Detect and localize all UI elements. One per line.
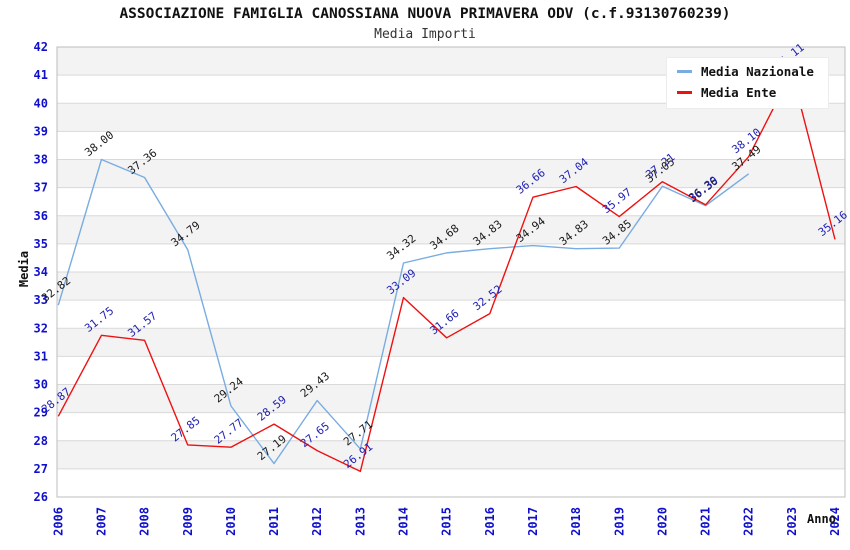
y-tick-label: 41 bbox=[34, 68, 48, 82]
plot-band bbox=[57, 328, 845, 357]
y-tick-label: 35 bbox=[34, 237, 48, 251]
plot-band bbox=[57, 440, 845, 469]
legend-item-media-nazionale: Media Nazionale bbox=[677, 64, 814, 79]
x-tick-label: 2010 bbox=[224, 507, 238, 536]
chart-title: ASSOCIAZIONE FAMIGLIA CANOSSIANA NUOVA P… bbox=[119, 6, 731, 22]
y-axis-title: Media bbox=[17, 250, 31, 288]
y-tick-label: 37 bbox=[34, 181, 48, 195]
y-tick-label: 42 bbox=[34, 40, 48, 54]
x-tick-label: 2024 bbox=[828, 507, 842, 536]
x-tick-label: 2016 bbox=[483, 507, 497, 536]
series-line-media-ente bbox=[57, 71, 836, 473]
x-tick-label: 2015 bbox=[440, 507, 454, 536]
plot-border bbox=[56, 46, 846, 498]
y-tick-label: 36 bbox=[34, 209, 48, 223]
series-line-media-nazionale bbox=[57, 158, 750, 465]
data-label-media-ente: 35.97 bbox=[600, 186, 634, 217]
x-tick-label: 2020 bbox=[655, 507, 669, 536]
y-tick-label: 30 bbox=[34, 378, 48, 392]
plot-band bbox=[57, 384, 845, 413]
y-tick-label: 27 bbox=[34, 462, 48, 476]
plot-band bbox=[57, 215, 845, 244]
plot-band bbox=[57, 272, 845, 301]
y-tick-label: 31 bbox=[34, 349, 48, 363]
x-tick-label: 2009 bbox=[181, 507, 195, 536]
x-tick-label: 2021 bbox=[699, 507, 713, 536]
legend-item-media-ente: Media Ente bbox=[677, 85, 814, 100]
x-tick-label: 2012 bbox=[310, 507, 324, 536]
x-tick-label: 2018 bbox=[569, 507, 583, 536]
x-tick-label: 2007 bbox=[94, 507, 108, 536]
x-tick-label: 2013 bbox=[353, 507, 367, 536]
y-tick-label: 38 bbox=[34, 153, 48, 167]
x-tick-label: 2023 bbox=[785, 507, 799, 536]
chart-subtitle: Media Importi bbox=[374, 27, 476, 42]
x-tick-label: 2008 bbox=[138, 507, 152, 536]
legend-swatch-media-ente bbox=[677, 91, 692, 94]
legend-swatch-media-nazionale bbox=[677, 70, 692, 73]
y-tick-label: 32 bbox=[34, 321, 48, 335]
x-tick-label: 2022 bbox=[742, 507, 756, 536]
y-tick-label: 39 bbox=[34, 124, 48, 138]
x-tick-label: 2011 bbox=[267, 507, 281, 536]
legend-label-media-ente: Media Ente bbox=[701, 85, 777, 100]
plot-band bbox=[57, 159, 845, 188]
y-tick-label: 29 bbox=[34, 406, 48, 420]
legend-label-media-nazionale: Media Nazionale bbox=[701, 64, 814, 79]
legend: Media Nazionale Media Ente bbox=[666, 57, 829, 109]
x-tick-label: 2019 bbox=[612, 507, 626, 536]
y-tick-label: 34 bbox=[34, 265, 48, 279]
y-tick-label: 28 bbox=[34, 434, 48, 448]
y-tick-label: 26 bbox=[34, 490, 48, 504]
y-tick-label: 33 bbox=[34, 293, 48, 307]
y-tick-label: 40 bbox=[34, 96, 48, 110]
x-axis-title: Anno bbox=[807, 512, 836, 526]
x-tick-label: 2017 bbox=[526, 507, 540, 536]
x-tick-label: 2014 bbox=[397, 507, 411, 536]
x-tick-label: 2006 bbox=[51, 507, 65, 536]
data-label-media-nazionale: 38.00 bbox=[82, 128, 116, 159]
